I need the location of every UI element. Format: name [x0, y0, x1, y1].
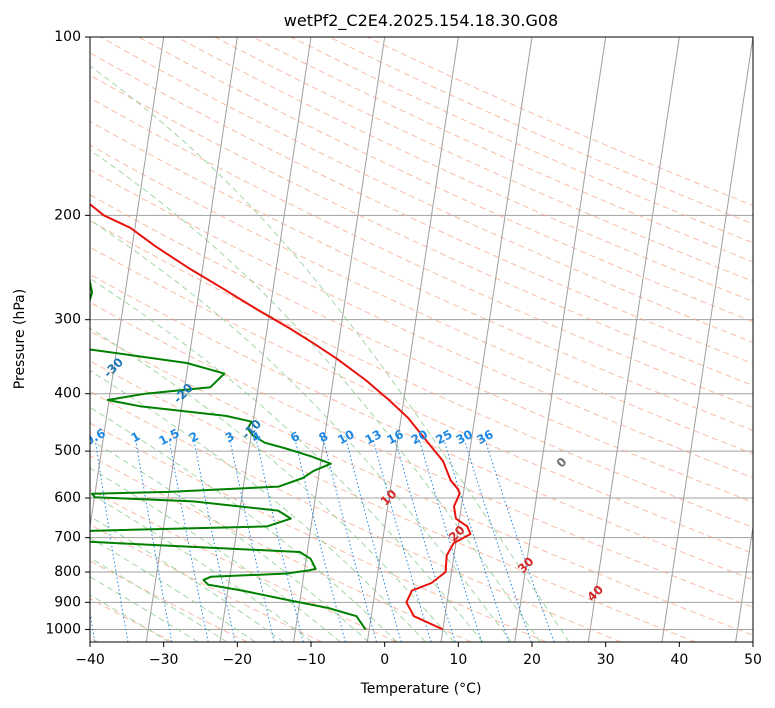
mixing-ratio-line [135, 440, 173, 642]
y-tick-label: 500 [54, 443, 81, 459]
mixing-ratio-line [373, 440, 432, 642]
moist-adiabat [90, 515, 285, 642]
dry-adiabat [90, 169, 753, 479]
dry-adiabats [90, 37, 753, 642]
moist-adiabat [90, 492, 313, 642]
dry-adiabat [90, 598, 173, 642]
y-axis-label: Pressure (hPa) [12, 289, 28, 389]
x-tick-label: 50 [744, 652, 762, 668]
isotherm-line [145, 37, 238, 642]
moist-adiabat [90, 327, 455, 642]
x-tick-label: −40 [75, 652, 105, 668]
mixing-ratio-line [90, 608, 96, 642]
mixing-ratio-label: 25 [433, 427, 454, 447]
y-tick-label: 200 [54, 207, 81, 223]
moist-adiabat [90, 277, 483, 642]
plot-background [90, 37, 753, 642]
dry-adiabat [176, 37, 753, 302]
mixing-ratio-line [484, 440, 555, 642]
moist-adiabat [90, 370, 426, 642]
mixing-ratio-label: 36 [474, 427, 495, 447]
moist-adiabat [90, 65, 570, 642]
x-tick-label: −10 [296, 652, 326, 668]
x-tick-label: 30 [597, 652, 615, 668]
mixing-ratio-label: 10 [335, 427, 356, 447]
dewpoint-profile [90, 277, 367, 630]
isotherm-line [587, 37, 680, 642]
y-tick-label: 300 [54, 312, 81, 328]
mixing-ratio-label: 0.2 [2, 426, 27, 448]
x-tick-label: 40 [670, 652, 688, 668]
dry-adiabat [90, 97, 753, 409]
mixing-ratio-line [229, 440, 275, 642]
mixing-ratio-label: 20 [409, 427, 430, 447]
mixing-ratio-line [323, 440, 377, 642]
isotherm-line [514, 37, 607, 642]
dry-adiabat [90, 220, 753, 529]
dry-adiabat [90, 560, 248, 642]
isotherm-line [735, 523, 753, 642]
mixing-ratio-line [256, 440, 304, 642]
y-axis: 100 200 300 400 500 600 700 800 900 1000 [45, 29, 90, 637]
mixing-ratio-line [345, 440, 402, 642]
isotherm-line [366, 37, 459, 642]
isotherm-line [293, 37, 386, 642]
dry-adiabat [90, 273, 753, 581]
dry-adiabat [90, 52, 753, 365]
y-tick-label: 900 [54, 594, 81, 610]
chart-title: wetPf2_C2E4.2025.154.18.30.G08 [284, 11, 558, 31]
x-tick-label: 20 [523, 652, 541, 668]
dry-adiabat [90, 360, 696, 642]
moist-adiabat [90, 557, 228, 642]
dry-adiabat [90, 330, 753, 636]
isotherm-label: -40 [31, 327, 56, 352]
mixing-ratio-label: 16 [385, 427, 406, 447]
x-tick-label: 10 [449, 652, 467, 668]
sounding-series [90, 202, 472, 631]
x-tick-label: 0 [380, 652, 389, 668]
y-tick-label: 700 [54, 530, 81, 546]
moist-adiabat [90, 467, 341, 642]
dry-adiabat [90, 422, 547, 642]
dry-adiabat [90, 301, 753, 608]
y-tick-label: 800 [54, 564, 81, 580]
isotherms [90, 37, 753, 642]
mixing-ratio-label: 30 [454, 427, 475, 447]
x-axis-label: Temperature (°C) [360, 681, 482, 697]
y-tick-label: 600 [54, 490, 81, 506]
mixing-ratio-line [94, 440, 129, 642]
x-tick-label: −30 [149, 652, 179, 668]
moist-adiabat [90, 594, 170, 642]
isotherm-line [219, 37, 312, 642]
mixing-ratio-line [193, 440, 236, 642]
dry-adiabat [90, 246, 753, 554]
dry-adiabat [90, 120, 753, 432]
x-axis: −40 −30 −20 −10 0 10 20 30 40 50 [75, 642, 762, 668]
dry-adiabat [90, 194, 753, 503]
dry-adiabat [214, 37, 753, 282]
dry-adiabat [90, 455, 472, 642]
mixing-ratio-line [294, 440, 346, 642]
isotherm-line [661, 37, 753, 642]
moist-adiabat [90, 149, 541, 642]
mixing-ratio-line [395, 440, 456, 642]
y-tick-label: 400 [54, 386, 81, 402]
y-tick-label: 100 [54, 29, 81, 45]
dry-adiabat [100, 37, 753, 344]
x-tick-label: −20 [223, 652, 253, 668]
mixing-ratio-label: 13 [363, 427, 384, 447]
moist-adiabat [90, 219, 512, 642]
mixing-ratio-lines [15, 440, 555, 642]
isotherm-line [90, 37, 165, 531]
mixing-ratio-line [168, 440, 209, 642]
temperature-profile [90, 202, 472, 631]
moist-adiabats [90, 65, 570, 642]
y-tick-label: 1000 [45, 621, 81, 637]
mixing-ratio-line [15, 441, 41, 642]
plot-frame [89, 36, 754, 643]
